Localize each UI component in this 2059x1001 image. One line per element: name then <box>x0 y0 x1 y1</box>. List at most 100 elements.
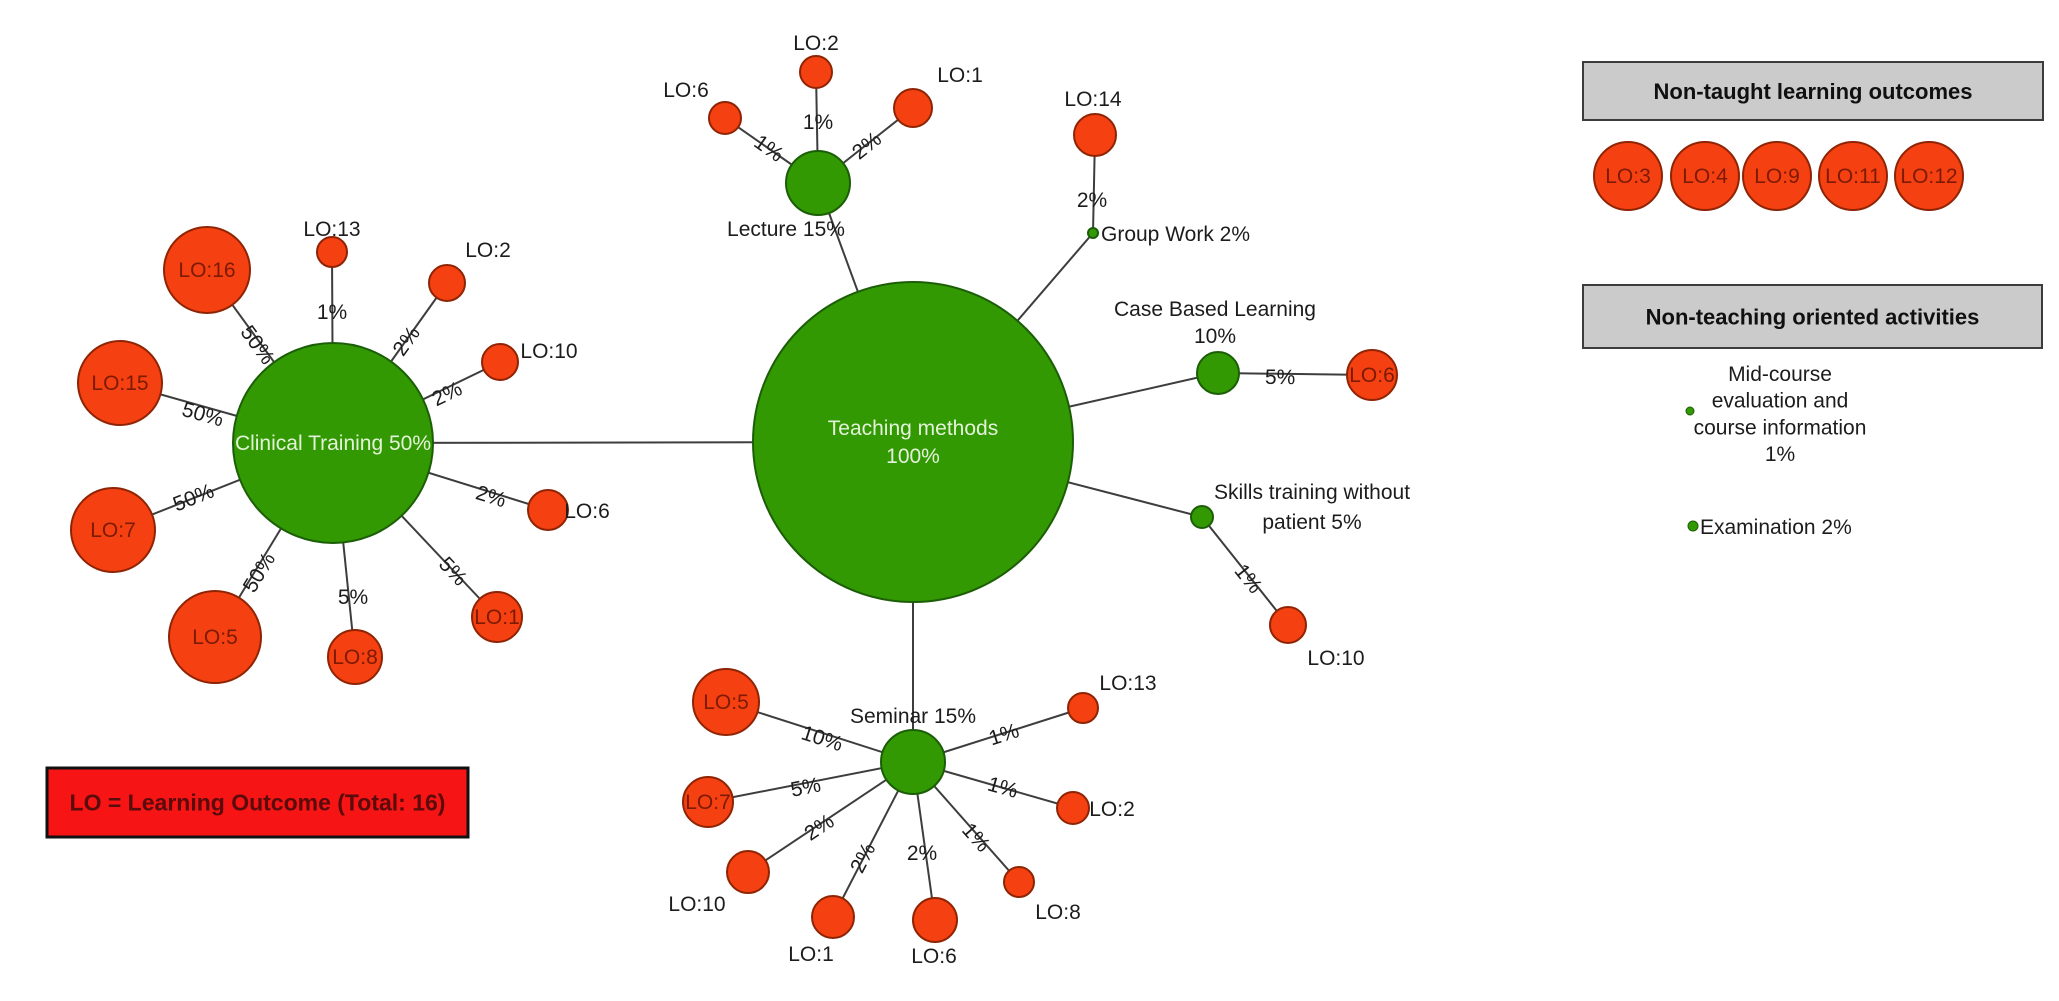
node-lo7s-circle <box>682 776 734 828</box>
node-cbl-circle <box>1196 351 1240 395</box>
edge-label-ct-lo16: 50% <box>236 321 279 369</box>
node-lo5s-circle <box>692 668 760 736</box>
node-lo2c-circle <box>428 264 466 302</box>
non-taught-circle-lo-12 <box>1894 141 1964 211</box>
node-lo2s-label: LO:2 <box>1089 798 1135 821</box>
node-lo2c-label: LO:2 <box>465 239 511 262</box>
mid-course-evaluation-label: Mid-course <box>1728 363 1832 386</box>
non-taught-label-lo-12: LO:12 <box>1900 165 1957 188</box>
edge-label-lecture-lo6l: 1% <box>750 131 788 167</box>
node-lo8s-label: LO:8 <box>1035 901 1081 924</box>
non-taught-label-lo-11: LO:11 <box>1825 165 1881 188</box>
legend-text: LO = Learning Outcome (Total: 16) <box>70 790 446 816</box>
node-lecture-label: Lecture 15% <box>727 218 845 241</box>
node-tm-circle <box>752 281 1074 603</box>
node-lo16-circle <box>163 226 251 314</box>
edge-label-seminar-lo8s: 1% <box>957 819 994 857</box>
non-taught-label-lo-3: LO:3 <box>1605 165 1651 188</box>
node-lo2l-circle <box>799 55 833 89</box>
node-lo10s-label: LO:10 <box>668 893 725 916</box>
node-lo1l-label: LO:1 <box>937 64 983 87</box>
node-lo1c-circle <box>471 591 523 643</box>
edge-label-ct-lo2c: 2% <box>389 322 425 360</box>
edge-label-seminar-lo5s: 10% <box>798 721 845 756</box>
edge-label-seminar-lo2s: 1% <box>985 773 1021 803</box>
node-lo10sk-label: LO:10 <box>1307 647 1364 670</box>
node-cbl-label: Case Based Learning <box>1114 298 1316 321</box>
node-lecture-circle <box>785 150 851 216</box>
node-lo6s-label: LO:6 <box>911 945 957 968</box>
node-skills-label: patient 5% <box>1262 511 1361 534</box>
edge-label-ct-lo15: 50% <box>179 398 226 432</box>
node-tm-label: Teaching methods <box>828 417 998 440</box>
node-lo8s-circle <box>1003 866 1035 898</box>
node-lo6cb-circle <box>1346 349 1398 401</box>
node-lo14-label: LO:14 <box>1064 88 1122 111</box>
node-lo6l-label: LO:6 <box>663 79 709 102</box>
node-lo13c-label: LO:13 <box>303 218 360 241</box>
node-lo7c-label: LO:7 <box>90 519 136 542</box>
mid-course-evaluation-label: evaluation and <box>1712 390 1849 413</box>
mid-course-evaluation-label: course information <box>1694 416 1867 439</box>
node-lo13s-circle <box>1067 692 1099 724</box>
node-lo7c-circle <box>70 487 156 573</box>
node-lo5s-label: LO:5 <box>703 691 749 714</box>
node-lo6s-circle <box>912 897 958 943</box>
non-teaching-header-title: Non-teaching oriented activities <box>1646 305 1980 330</box>
node-lo10c-circle <box>481 343 519 381</box>
node-lo10sk-circle <box>1269 606 1307 644</box>
edge-label-groupwork-lo14: 2% <box>1077 189 1107 212</box>
node-lo2s-circle <box>1056 791 1090 825</box>
edge-label-ct-lo7c: 50% <box>170 480 218 517</box>
node-lo1s-circle <box>811 895 855 939</box>
node-skills-circle <box>1190 505 1214 529</box>
node-lo1l-circle <box>893 88 933 128</box>
examination-dot <box>1687 520 1699 532</box>
node-groupwork-label: Group Work 2% <box>1101 223 1250 246</box>
node-lo2l-label: LO:2 <box>793 32 839 55</box>
node-lo6cb-label: LO:6 <box>1349 364 1395 387</box>
non-taught-label-lo-4: LO:4 <box>1682 165 1728 188</box>
non-taught-circle-lo-9 <box>1742 141 1812 211</box>
node-tm-label: 100% <box>886 445 940 468</box>
node-lo16-label: LO:16 <box>178 259 235 282</box>
node-lo5c-label: LO:5 <box>192 626 238 649</box>
node-lo8c-circle <box>327 629 383 685</box>
edge-label-ct-lo6c: 2% <box>473 481 509 512</box>
node-skills-label: Skills training without <box>1214 481 1410 504</box>
edge-label-seminar-lo6s: 2% <box>907 842 937 865</box>
node-seminar-label: Seminar 15% <box>850 705 976 728</box>
node-seminar-circle <box>880 729 946 795</box>
mid-course-evaluation-label: 1% <box>1765 443 1795 466</box>
edge-label-lecture-lo2l: 1% <box>803 111 833 134</box>
node-lo6c-label: LO:6 <box>564 500 610 523</box>
edge-skills-lo10sk <box>1201 516 1289 626</box>
node-ct-label: Clinical Training 50% <box>235 432 431 455</box>
edge-label-ct-lo13c: 1% <box>317 301 347 324</box>
node-lo15-circle <box>77 340 163 426</box>
node-lo6l-circle <box>708 101 742 135</box>
edge-label-ct-lo8c: 5% <box>338 586 368 609</box>
non-taught-circle-lo-4 <box>1670 141 1740 211</box>
examination-label: Examination 2% <box>1700 516 1852 539</box>
node-lo1s-label: LO:1 <box>788 943 834 966</box>
node-ct-circle <box>232 342 434 544</box>
edge-seminar-lo10s <box>747 761 914 873</box>
node-lo10c-label: LO:10 <box>520 340 577 363</box>
edge-label-seminar-lo7s: 5% <box>789 773 823 801</box>
edge-label-seminar-lo1s: 2% <box>846 839 880 877</box>
node-lo7s-label: LO:7 <box>685 791 731 814</box>
edge-label-ct-lo5c: 50% <box>239 549 280 597</box>
non-taught-header-box <box>1582 61 2044 121</box>
edge-label-cbl-lo6cb: 5% <box>1265 366 1296 389</box>
non-taught-header-title: Non-taught learning outcomes <box>1654 79 1973 104</box>
node-lo10s-circle <box>726 850 770 894</box>
edge-seminar-lo7s <box>707 761 914 803</box>
node-lo5c-circle <box>168 590 262 684</box>
node-lo1c-label: LO:1 <box>474 606 520 629</box>
node-lo6c-circle <box>527 489 569 531</box>
node-cbl-label: 10% <box>1194 325 1236 348</box>
node-lo8c-label: LO:8 <box>332 646 378 669</box>
node-lo14-circle <box>1073 113 1117 157</box>
